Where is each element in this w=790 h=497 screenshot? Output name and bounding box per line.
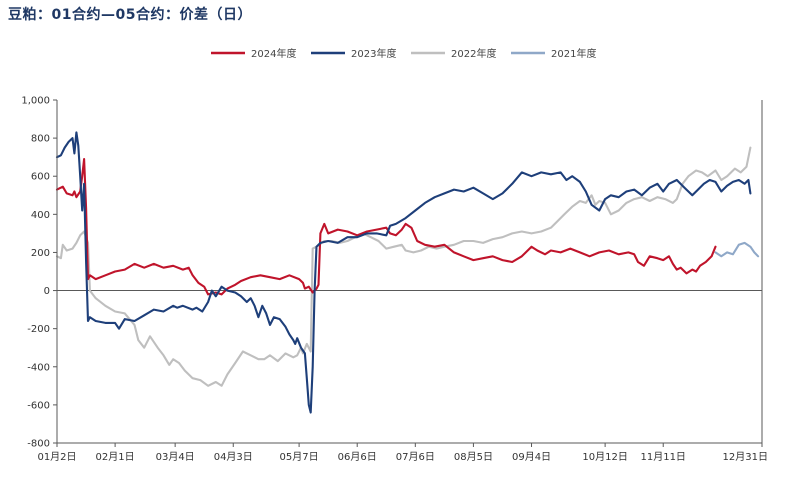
- y-tick-label: 800: [31, 134, 50, 145]
- series-line-2: [55, 131, 752, 414]
- y-tick-label: 1,000: [21, 96, 50, 107]
- x-tick-label: 11月11日: [640, 451, 685, 463]
- x-tick-label: 12月31日: [723, 451, 768, 463]
- y-tick-label: 0: [44, 286, 50, 297]
- legend: 2024年度 2023年度 2022年度 2021年度: [211, 47, 596, 60]
- x-tick-label: 10月12日: [582, 451, 627, 463]
- x-tick-label: 09月4日: [512, 451, 551, 463]
- x-tick-label: 07月6日: [396, 451, 435, 463]
- x-tick-label: 04月3日: [214, 451, 253, 463]
- y-tick-label: 600: [31, 172, 50, 183]
- y-axis: -800 -600 -400 -200 0 200 400 600 800 1,000: [21, 96, 763, 450]
- legend-label: 2022年度: [451, 47, 496, 60]
- legend-label: 2024年度: [251, 47, 296, 60]
- chart-title: 豆粕：01合约—05合约：价差（日）: [8, 7, 252, 23]
- series-line-4: [714, 241, 760, 258]
- series-line-3: [55, 146, 752, 387]
- x-tick-label: 02月1日: [96, 451, 135, 463]
- y-tick-label: -600: [27, 400, 50, 411]
- x-tick-label: 03月4日: [156, 451, 195, 463]
- legend-label: 2021年度: [551, 47, 596, 60]
- y-tick-label: 200: [31, 248, 50, 259]
- x-tick-label: 05月7日: [280, 451, 319, 463]
- x-tick-label: 01月2日: [37, 451, 76, 463]
- x-tick-label: 06月6日: [338, 451, 377, 463]
- x-tick-label: 08月5日: [454, 451, 493, 463]
- x-axis: 01月2日 02月1日 03月4日 04月3日 05月7日 06月6日 07月6日 08月5日…: [37, 442, 768, 463]
- legend-label: 2023年度: [351, 47, 396, 60]
- series-group: [55, 131, 760, 414]
- y-tick-label: -800: [27, 439, 50, 450]
- y-tick-label: 400: [31, 210, 50, 221]
- y-tick-label: -200: [27, 324, 50, 335]
- series-line-1: [55, 158, 717, 296]
- y-tick-label: -400: [27, 362, 50, 373]
